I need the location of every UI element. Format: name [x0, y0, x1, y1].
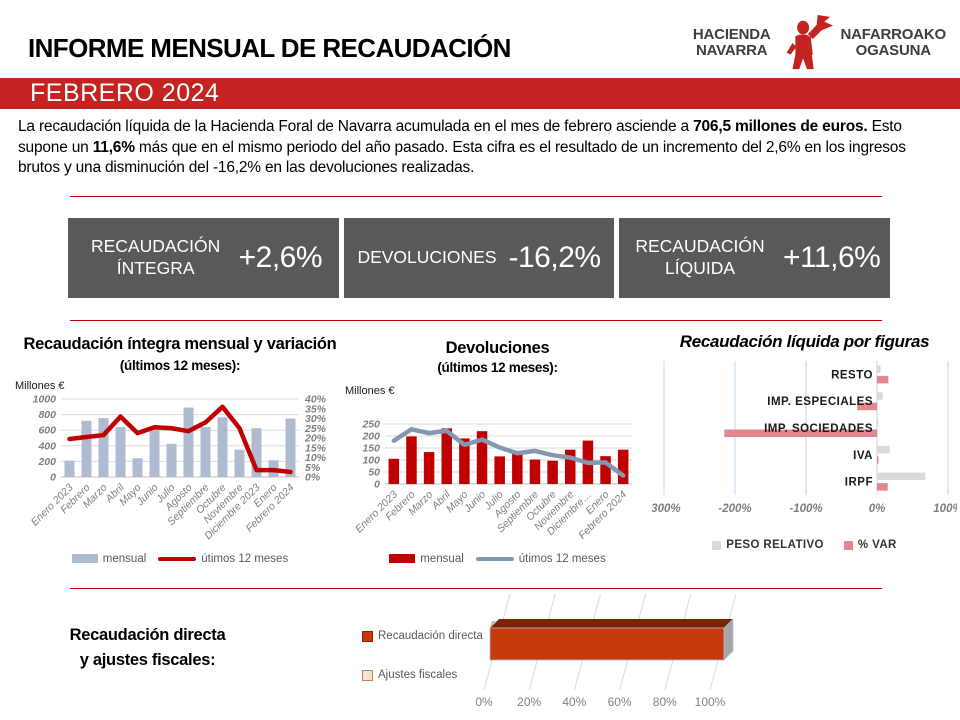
svg-text:150: 150 [362, 442, 380, 454]
bar-3d-chart: 0% 20% 40% 60% 80% 100% [475, 593, 737, 709]
chart-title: Devoluciones (últimos 12 meses): [437, 339, 558, 376]
svg-text:35%: 35% [305, 403, 327, 415]
svg-text:0: 0 [374, 478, 380, 490]
svg-text:40%: 40% [304, 393, 327, 405]
legend-swatch-peso [712, 540, 722, 550]
svg-text:40%: 40% [562, 695, 586, 709]
svg-text:80%: 80% [653, 695, 677, 709]
svg-text:100: 100 [362, 454, 380, 466]
hacienda-navarra-emblem-icon [786, 14, 833, 70]
svg-text:100%: 100% [933, 503, 957, 515]
svg-text:-300%: -300% [652, 503, 681, 515]
period-banner-label: FEBRERO 2024 [30, 79, 220, 107]
svg-text:0%: 0% [305, 471, 321, 483]
legend-swatch-var [843, 540, 853, 550]
svg-text:20%: 20% [517, 695, 541, 709]
svg-text:30%: 30% [305, 413, 327, 425]
svg-text:600: 600 [38, 425, 56, 437]
chart-legend: mensual útimos 12 meses [345, 553, 650, 565]
chart-legend: mensual útimos 12 meses [15, 553, 345, 565]
kpi-recaudacion-liquida: RECAUDACIÓN LÍQUIDA +11,6% [619, 218, 891, 298]
divider [70, 196, 882, 197]
kpi-value: -16,2% [508, 241, 602, 274]
svg-text:250: 250 [361, 418, 380, 430]
kpi-value: +11,6% [783, 241, 881, 274]
divider [70, 588, 882, 589]
axis-units-label: Millones € [15, 379, 65, 392]
intro-highlight-total: 706,5 millones de euros. [693, 118, 868, 135]
svg-text:0: 0 [50, 471, 56, 483]
page-title: INFORME MENSUAL DE RECAUDACIÓN [28, 33, 511, 63]
kpi-devoluciones: DEVOLUCIONES -16,2% [343, 218, 615, 298]
svg-text:20%: 20% [304, 432, 327, 444]
svg-text:60%: 60% [608, 695, 632, 709]
svg-text:15%: 15% [305, 442, 327, 454]
svg-text:200: 200 [361, 430, 380, 442]
kpi-label: DEVOLUCIONES [357, 247, 497, 268]
hacienda-navarra-logo: HACIENDA NAVARRA NAFARROAKO OGASUNA [693, 14, 946, 72]
svg-text:0%: 0% [475, 695, 493, 709]
bar-line-chart: 0 200 400 600 800 1000 0%5%10%15%20%25%30%35%4… [29, 393, 327, 542]
svg-text:IMP. ESPECIALES: IMP. ESPECIALES [767, 396, 873, 408]
svg-text:RESTO: RESTO [831, 369, 873, 381]
chart-title: Recaudación íntegra mensual y variación … [23, 335, 337, 374]
chart-devoluciones: Devoluciones (últimos 12 meses): Millone… [345, 338, 650, 565]
legend-line-swatch [158, 556, 197, 561]
svg-text:IVA: IVA [853, 450, 873, 462]
kpi-value: +2,6% [238, 241, 323, 274]
svg-text:1000: 1000 [33, 393, 57, 405]
svg-text:10%: 10% [305, 452, 327, 464]
bottom-chart-legend: Recaudación directa Ajustes fiscales [362, 630, 483, 681]
intro-paragraph: La recaudación líquida de la Hacienda Fo… [18, 118, 906, 176]
chart-legend: PESO RELATIVO % VAR [652, 539, 957, 551]
svg-text:200: 200 [37, 456, 56, 468]
chart-recaudacion-directa-3d: 0% 20% 40% 60% 80% 100% [470, 592, 815, 719]
svg-text:5%: 5% [305, 462, 321, 474]
period-banner: FEBRERO 2024 [0, 78, 960, 109]
svg-text:25%: 25% [304, 423, 327, 435]
logo-text-ogasuna: NAFARROAKO OGASUNA [840, 25, 947, 59]
kpi-recaudacion-integra: RECAUDACIÓN ÍNTEGRA +2,6% [68, 218, 339, 298]
axis-units-label: Millones € [345, 384, 395, 397]
svg-text:IRPF: IRPF [845, 477, 873, 489]
legend-bar-swatch [389, 554, 416, 564]
horizontal-bar-chart: -300% -200% -100% 0% 100% RESTO IMP. ESPECIALE… [647, 361, 960, 515]
legend-line-swatch [475, 556, 514, 561]
svg-text:IMP. SOCIEDADES: IMP. SOCIEDADES [764, 423, 873, 435]
legend-bar-swatch [71, 554, 98, 564]
legend-swatch-recaudacion-directa [362, 630, 373, 642]
bottom-section-title: Recaudación directa y ajustes fiscales: [69, 626, 226, 669]
intro-highlight-pct: 11,6% [92, 138, 135, 156]
kpi-row: RECAUDACIÓN ÍNTEGRA +2,6% DEVOLUCIONES -… [68, 218, 891, 298]
divider [70, 320, 882, 321]
svg-text:100%: 100% [695, 695, 726, 709]
svg-text:-100%: -100% [789, 503, 822, 515]
kpi-label: RECAUDACIÓN ÍNTEGRA [90, 236, 221, 278]
logo-text-hacienda: HACIENDA NAVARRA [692, 25, 771, 59]
svg-text:-200%: -200% [718, 503, 751, 515]
chart-title: Recaudación líquida por figuras [679, 332, 930, 351]
svg-text:800: 800 [38, 409, 56, 421]
kpi-label: RECAUDACIÓN LÍQUIDA [635, 236, 765, 278]
legend-swatch-ajustes-fiscales [362, 669, 373, 681]
svg-text:50: 50 [368, 466, 380, 478]
svg-text:0%: 0% [869, 503, 886, 515]
svg-text:400: 400 [37, 440, 56, 452]
chart-recaudacion-integra: Recaudación íntegra mensual y variación … [15, 334, 345, 565]
chart-liquida-por-figuras: Recaudación líquida por figuras -300% -20… [647, 331, 960, 551]
